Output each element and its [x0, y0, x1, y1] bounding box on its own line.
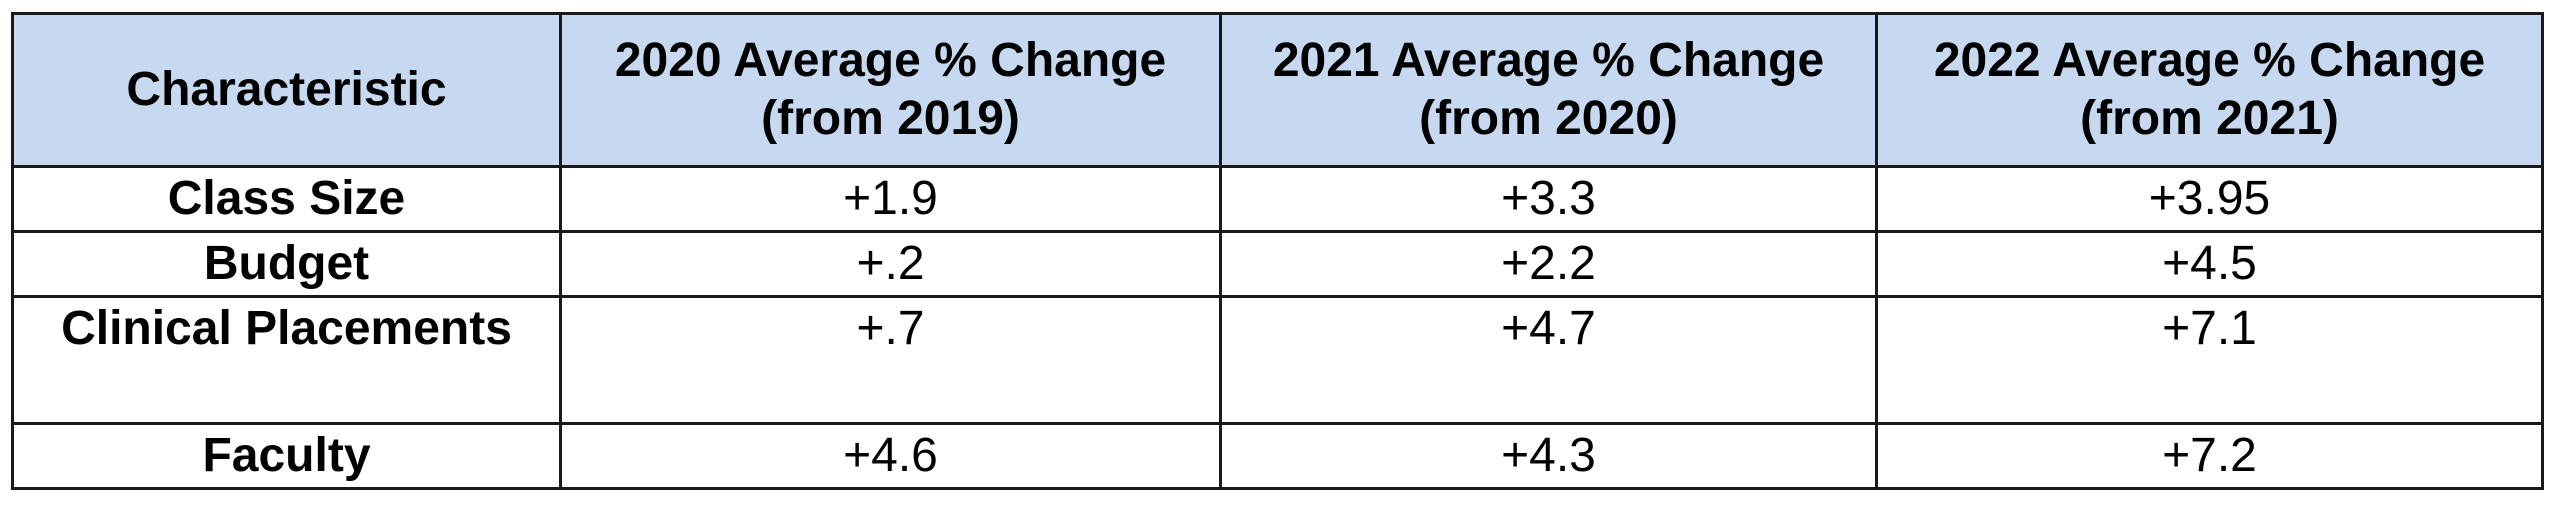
table-row: Class Size +1.9 +3.3 +3.95	[11, 165, 2544, 233]
table-cell: +.7	[559, 295, 1222, 425]
table-cell: +4.3	[1219, 422, 1878, 490]
table-row: Budget +.2 +2.2 +4.5	[11, 230, 2544, 298]
header-2022-change: 2022 Average % Change (from 2021)	[1875, 12, 2544, 168]
table-cell: +4.5	[1875, 230, 2544, 298]
row-label: Class Size	[11, 165, 562, 233]
header-2020-change: 2020 Average % Change (from 2019)	[559, 12, 1222, 168]
data-table: Characteristic 2020 Average % Change (fr…	[11, 12, 2544, 490]
table-cell: +1.9	[559, 165, 1222, 233]
table-cell: +7.1	[1875, 295, 2544, 425]
table-cell: +3.95	[1875, 165, 2544, 233]
header-characteristic: Characteristic	[11, 12, 562, 168]
table-cell: +3.3	[1219, 165, 1878, 233]
table-cell: +.2	[559, 230, 1222, 298]
row-label: Clinical Placements	[11, 295, 562, 425]
row-label: Budget	[11, 230, 562, 298]
header-2021-change: 2021 Average % Change (from 2020)	[1219, 12, 1878, 168]
table-cell: +7.2	[1875, 422, 2544, 490]
table-cell: +2.2	[1219, 230, 1878, 298]
row-label: Faculty	[11, 422, 562, 490]
table-row: Faculty +4.6 +4.3 +7.2	[11, 422, 2544, 490]
header-row: Characteristic 2020 Average % Change (fr…	[11, 12, 2544, 168]
table-row: Clinical Placements +.7 +4.7 +7.1	[11, 295, 2544, 425]
table-cell: +4.7	[1219, 295, 1878, 425]
table-cell: +4.6	[559, 422, 1222, 490]
